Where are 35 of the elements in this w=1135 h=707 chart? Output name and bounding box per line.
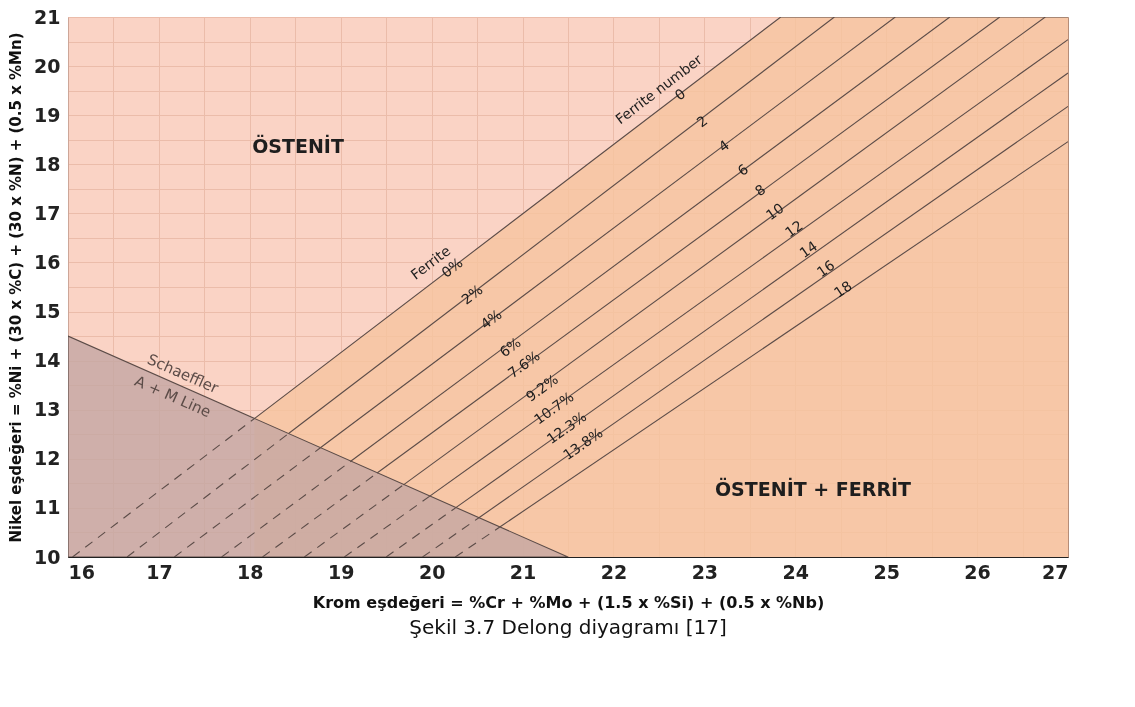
y-tick-label: 13 [34, 398, 61, 421]
y-tick-label: 14 [34, 349, 61, 372]
x-tick-label: 25 [873, 560, 900, 583]
annotation: 4 [715, 136, 733, 155]
annotation: 8 [751, 180, 769, 200]
annotation: 2 [693, 112, 711, 131]
y-tick-label: 18 [34, 152, 61, 175]
y-tick-label: 16 [34, 250, 61, 273]
x-tick-label: 22 [600, 560, 628, 583]
annotation: 6 [734, 160, 752, 179]
annotation: 2% [458, 281, 486, 308]
y-tick-label: 17 [34, 201, 61, 224]
x-tick-label: 24 [782, 560, 809, 583]
series-label: ÖSTENİT + FERRİT [714, 476, 912, 500]
y-tick-label: 21 [34, 5, 61, 28]
text: Şekil 3.7 Delong diyagramı [17] [409, 615, 727, 639]
x-tick-label: 18 [237, 560, 264, 583]
y-tick-label: 11 [34, 496, 61, 519]
y-axis-title: Nikel eşdeğeri = %Ni + (30 x %C) + (30 x %N) + (0.5 x %Mn) [7, 32, 26, 543]
annotation: 4% [477, 306, 505, 333]
x-tick-label: 17 [146, 560, 173, 583]
y-tick-label: 15 [34, 300, 61, 323]
x-tick-label: 27 [1042, 560, 1069, 583]
y-tick-label: 10 [34, 545, 61, 568]
y-tick-label: 20 [34, 54, 61, 77]
x-axis-title: Krom eşdeğeri = %Cr + %Mo + (1.5 x %Si) + (0.5 x %Nb) [312, 592, 825, 612]
x-tick-label: 20 [418, 560, 446, 583]
x-tick-label: 26 [964, 560, 991, 583]
x-tick-label: 23 [691, 560, 719, 583]
band-label: ÖSTENİT [252, 133, 344, 157]
x-tick-label: 16 [68, 560, 95, 583]
x-tick-label: 21 [509, 560, 537, 583]
y-tick-label: 12 [34, 447, 61, 470]
x-tick-label: 19 [328, 560, 355, 583]
y-tick-label: 19 [34, 103, 61, 126]
